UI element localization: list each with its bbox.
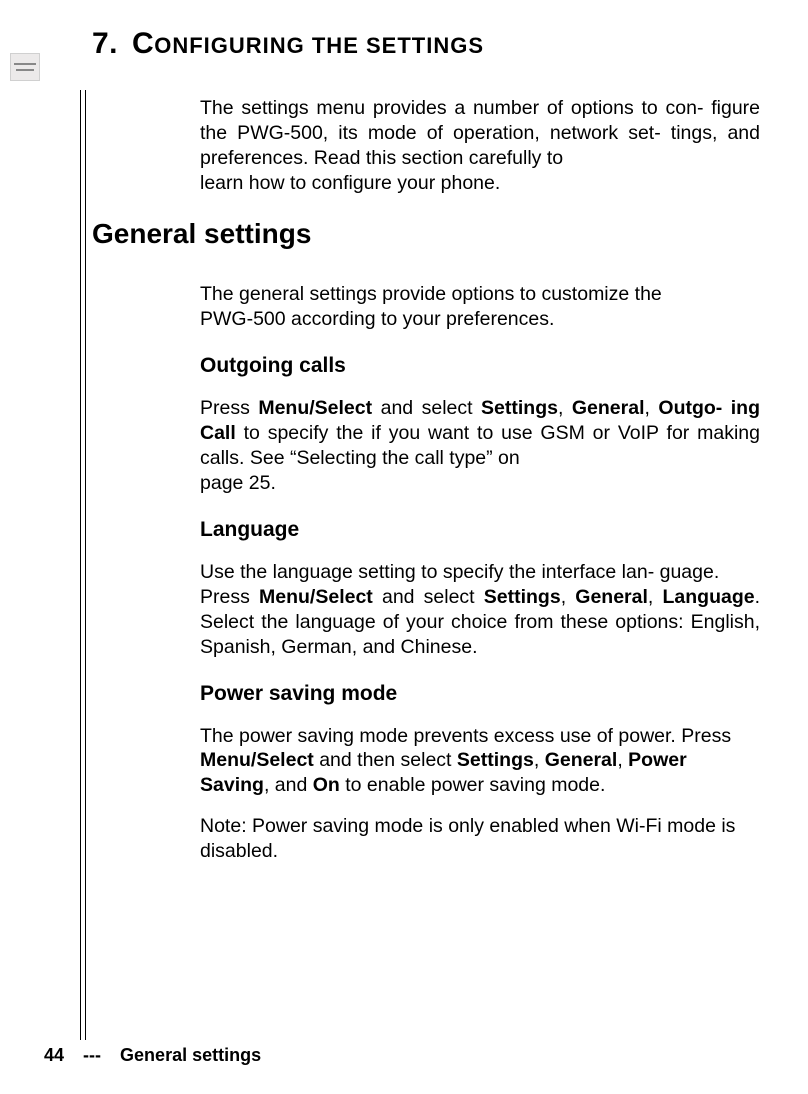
general-intro-2: PWG-500 according to your preferences. [200,307,760,332]
chapter-number: 7. [92,27,118,61]
chapter-title-rest: ONFIGURING THE SETTINGS [154,33,484,58]
bold: General [545,749,618,771]
bold: On [313,774,340,796]
bold: Settings [481,397,558,419]
text: Press [200,397,258,419]
text: , and [264,774,313,796]
bold: Settings [457,749,534,771]
footer-section-name: General settings [120,1045,261,1065]
bold: Menu/Select [200,749,314,771]
intro-line-2: learn how to configure your phone. [200,171,760,196]
left-double-rule [80,90,86,1040]
text: , [645,397,659,419]
bold: Language [662,586,754,608]
text: , [561,586,576,608]
page-number: 44 [44,1045,64,1065]
bold: General [575,586,648,608]
general-intro-1: The general settings provide options to … [200,282,760,307]
bold: Menu/Select [259,586,373,608]
text: to specify the if you want to use GSM or… [200,422,760,469]
text: , [617,749,628,771]
power-saving-paragraph: The power saving mode prevents excess us… [200,724,760,799]
chapter-title-initial: C [132,27,154,60]
page-footer: 44 --- General settings [44,1045,261,1066]
text: and then select [314,749,457,771]
outgoing-calls-paragraph: Press Menu/Select and select Settings, G… [200,396,760,471]
settings-margin-icon [10,53,40,81]
text: and select [373,586,484,608]
text: Press [200,586,259,608]
language-paragraph-1: Use the language setting to specify the … [200,560,760,585]
language-paragraph-2: Press Menu/Select and select Settings, G… [200,585,760,660]
footer-separator: --- [83,1045,101,1065]
text: , [648,586,663,608]
text: , [558,397,572,419]
outgoing-calls-page-ref: page 25. [200,471,760,496]
bold: Settings [484,586,561,608]
intro-line-1: The settings menu provides a number of o… [200,96,760,171]
chapter-heading: 7. CONFIGURING THE SETTINGS [92,24,484,61]
bold: Menu/Select [258,397,372,419]
page: 7. CONFIGURING THE SETTINGS The settings … [0,0,808,1094]
section-general-settings-body: The general settings provide options to … [200,282,760,864]
subheading-outgoing-calls: Outgoing calls [200,354,760,378]
text: and select [372,397,481,419]
section-general-settings-title: General settings [92,218,311,250]
power-saving-note: Note: Power saving mode is only enabled … [200,814,760,864]
bold: General [572,397,645,419]
chapter-intro: The settings menu provides a number of o… [200,96,760,196]
subheading-power-saving: Power saving mode [200,682,760,706]
subheading-language: Language [200,518,760,542]
text: The power saving mode prevents excess us… [200,725,731,747]
text: to enable power saving mode. [340,774,606,796]
text: , [534,749,545,771]
